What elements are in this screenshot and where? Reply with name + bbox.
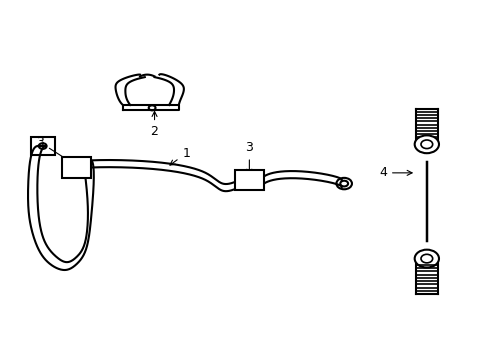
Text: 3: 3 [245,141,253,174]
Circle shape [414,249,438,267]
Bar [234,170,264,190]
Text: 4: 4 [378,166,411,179]
Text: 3: 3 [36,136,73,163]
Bar [62,157,91,178]
Text: 2: 2 [150,112,158,138]
Text: 1: 1 [170,147,190,165]
Circle shape [414,135,438,153]
